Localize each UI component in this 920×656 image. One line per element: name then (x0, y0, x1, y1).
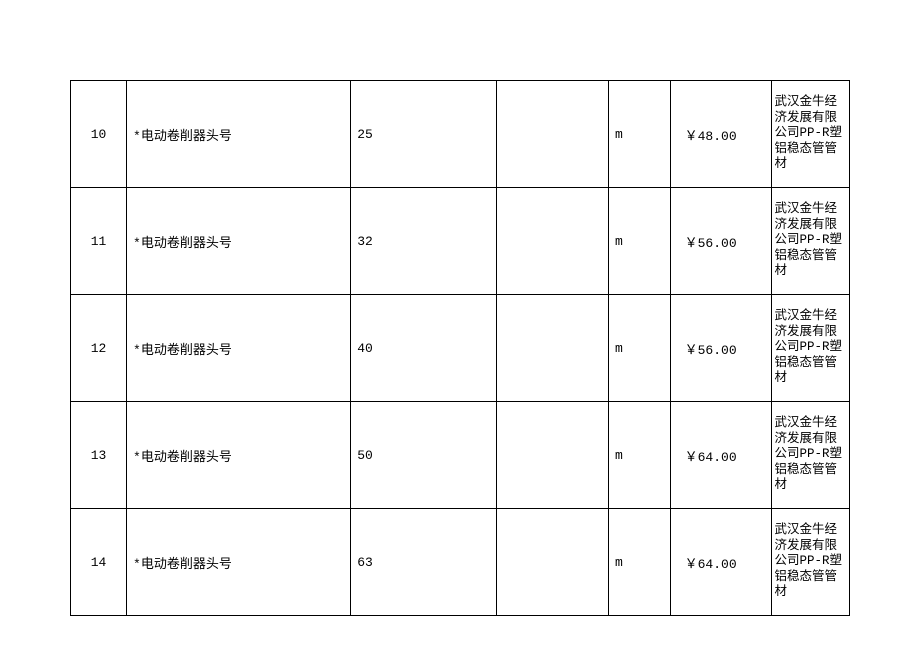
cell-remark: 武汉金牛经济发展有限公司PP-R塑铝稳态管管材 (771, 81, 850, 188)
table-row: 13 *电动卷削器头号 50 m ￥64.00 武汉金牛经济发展有限公司PP-R… (71, 402, 850, 509)
table-row: 11 *电动卷削器头号 32 m ￥56.00 武汉金牛经济发展有限公司PP-R… (71, 188, 850, 295)
table-body: 10 *电动卷削器头号 25 m ￥48.00 武汉金牛经济发展有限公司PP-R… (71, 81, 850, 616)
cell-num: 14 (71, 509, 127, 616)
cell-num: 10 (71, 81, 127, 188)
cell-spec: 40 (351, 295, 497, 402)
cell-remark: 武汉金牛经济发展有限公司PP-R塑铝稳态管管材 (771, 402, 850, 509)
cell-spec: 63 (351, 509, 497, 616)
cell-name: *电动卷削器头号 (127, 295, 351, 402)
table-row: 14 *电动卷削器头号 63 m ￥64.00 武汉金牛经济发展有限公司PP-R… (71, 509, 850, 616)
cell-empty (496, 295, 608, 402)
spec-table: 10 *电动卷削器头号 25 m ￥48.00 武汉金牛经济发展有限公司PP-R… (70, 80, 850, 616)
cell-price: ￥64.00 (670, 509, 771, 616)
cell-unit: m (608, 81, 670, 188)
cell-price: ￥56.00 (670, 188, 771, 295)
cell-price: ￥56.00 (670, 295, 771, 402)
cell-name: *电动卷削器头号 (127, 188, 351, 295)
cell-num: 13 (71, 402, 127, 509)
cell-unit: m (608, 188, 670, 295)
cell-empty (496, 509, 608, 616)
cell-unit: m (608, 295, 670, 402)
cell-empty (496, 188, 608, 295)
table-row: 12 *电动卷削器头号 40 m ￥56.00 武汉金牛经济发展有限公司PP-R… (71, 295, 850, 402)
cell-name: *电动卷削器头号 (127, 509, 351, 616)
cell-num: 12 (71, 295, 127, 402)
cell-spec: 32 (351, 188, 497, 295)
table-row: 10 *电动卷削器头号 25 m ￥48.00 武汉金牛经济发展有限公司PP-R… (71, 81, 850, 188)
cell-remark: 武汉金牛经济发展有限公司PP-R塑铝稳态管管材 (771, 295, 850, 402)
cell-price: ￥48.00 (670, 81, 771, 188)
cell-remark: 武汉金牛经济发展有限公司PP-R塑铝稳态管管材 (771, 509, 850, 616)
cell-remark: 武汉金牛经济发展有限公司PP-R塑铝稳态管管材 (771, 188, 850, 295)
cell-empty (496, 402, 608, 509)
cell-spec: 25 (351, 81, 497, 188)
cell-spec: 50 (351, 402, 497, 509)
cell-name: *电动卷削器头号 (127, 402, 351, 509)
cell-num: 11 (71, 188, 127, 295)
cell-name: *电动卷削器头号 (127, 81, 351, 188)
cell-unit: m (608, 402, 670, 509)
cell-unit: m (608, 509, 670, 616)
cell-empty (496, 81, 608, 188)
cell-price: ￥64.00 (670, 402, 771, 509)
